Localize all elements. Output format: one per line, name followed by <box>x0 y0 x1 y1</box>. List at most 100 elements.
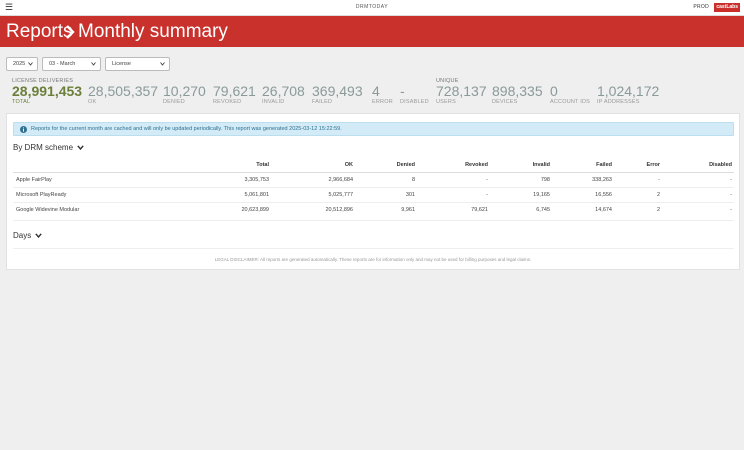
stat-value: 1,024,172 <box>597 83 660 99</box>
stat-label: TOTAL <box>12 99 31 105</box>
top-bar: ☰ DRMTODAY PROD castLabs <box>0 0 744 16</box>
stat-label: DISABLED <box>400 99 429 105</box>
table-row: Apple FairPlay 3,305,753 2,966,684 8 - 7… <box>13 171 734 187</box>
column-header-total: Total <box>163 158 271 173</box>
divider <box>13 248 734 249</box>
cell-scheme: Microsoft PlayReady <box>13 186 163 202</box>
table-row: Google Widevine Modular 20,623,899 20,51… <box>13 201 734 217</box>
cell-error: - <box>614 171 662 187</box>
cell-denied: 8 <box>355 171 417 187</box>
report-type-select[interactable]: License <box>105 57 170 71</box>
stat-account-ids: 0 ACCOUNT IDS <box>550 83 590 105</box>
days-toggle[interactable]: Days <box>13 231 43 241</box>
month-select-value: 03 - March <box>49 61 76 67</box>
brand-logo: castLabs <box>714 3 740 12</box>
cell-failed: 16,556 <box>552 186 614 202</box>
stat-value: 10,270 <box>163 83 206 99</box>
stat-label: DEVICES <box>492 99 518 105</box>
stat-label: IP ADDRESSES <box>597 99 640 105</box>
cell-denied: 301 <box>355 186 417 202</box>
year-select[interactable]: 2025 <box>6 57 38 71</box>
stat-label: OK <box>88 99 97 105</box>
stat-value: 28,991,453 <box>12 83 83 99</box>
unique-label: UNIQUE <box>436 78 459 84</box>
cell-total: 20,623,899 <box>163 201 271 217</box>
report-type-select-value: License <box>112 61 131 67</box>
stat-value: 4 <box>372 83 380 99</box>
month-select[interactable]: 03 - March <box>42 57 101 71</box>
cell-ok: 5,025,777 <box>271 186 355 202</box>
column-header-scheme <box>13 158 163 173</box>
cell-disabled: - <box>662 171 734 187</box>
stat-ok: 28,505,357 OK <box>88 83 158 105</box>
cell-revoked: - <box>417 171 490 187</box>
table-row: Microsoft PlayReady 5,061,801 5,025,777 … <box>13 186 734 202</box>
stat-label: REVOKED <box>213 99 242 105</box>
stat-disabled: - DISABLED <box>400 83 429 105</box>
stat-value: 728,137 <box>436 83 487 99</box>
cell-error: 2 <box>614 186 662 202</box>
stat-revoked: 79,621 REVOKED <box>213 83 256 105</box>
drm-scheme-table: Total OK Denied Revoked Invalid Failed E… <box>13 158 734 217</box>
stat-label: DENIED <box>163 99 185 105</box>
app-name: DRMTODAY <box>355 4 389 10</box>
cell-total: 5,061,801 <box>163 186 271 202</box>
year-select-value: 2025 <box>13 61 26 67</box>
page-title: Monthly summary <box>78 21 228 42</box>
chevron-down-icon <box>91 62 96 66</box>
cell-invalid: 798 <box>490 171 552 187</box>
column-header-failed: Failed <box>552 158 614 173</box>
chevron-down-icon <box>77 145 84 151</box>
breadcrumb-reports[interactable]: Reports <box>6 21 73 42</box>
drm-scheme-toggle[interactable]: By DRM scheme <box>13 143 84 153</box>
page-header: Reports Monthly summary <box>0 16 744 47</box>
cell-total: 3,305,753 <box>163 171 271 187</box>
chevron-down-icon <box>160 62 165 66</box>
cell-failed: 14,674 <box>552 201 614 217</box>
column-header-invalid: Invalid <box>490 158 552 173</box>
hamburger-icon[interactable]: ☰ <box>5 2 14 12</box>
stat-label: ERROR <box>372 99 393 105</box>
cell-ok: 2,966,684 <box>271 171 355 187</box>
cell-denied: 9,961 <box>355 201 417 217</box>
column-header-ok: OK <box>271 158 355 173</box>
stat-value: - <box>400 83 405 99</box>
cell-revoked: 79,621 <box>417 201 490 217</box>
license-deliveries-label: LICENSE DELIVERIES <box>12 78 74 84</box>
stat-denied: 10,270 DENIED <box>163 83 206 105</box>
divider <box>13 220 734 221</box>
cell-revoked: - <box>417 186 490 202</box>
stat-value: 26,708 <box>262 83 305 99</box>
cache-notice: Reports for the current month are cached… <box>13 122 734 136</box>
cell-disabled: - <box>662 201 734 217</box>
report-card: Reports for the current month are cached… <box>6 113 740 270</box>
chevron-right-icon <box>66 25 75 39</box>
stat-users: 728,137 USERS <box>436 83 487 105</box>
environment-label: PROD <box>693 4 709 10</box>
cell-scheme: Google Widevine Modular <box>13 201 163 217</box>
cell-invalid: 19,165 <box>490 186 552 202</box>
summary-stats: LICENSE DELIVERIES UNIQUE 28,991,453 TOT… <box>0 78 744 108</box>
cell-error: 2 <box>614 201 662 217</box>
stat-ip-addresses: 1,024,172 IP ADDRESSES <box>597 83 659 105</box>
column-header-error: Error <box>614 158 662 173</box>
cell-ok: 20,512,896 <box>271 201 355 217</box>
column-header-disabled: Disabled <box>662 158 734 173</box>
table-header-row: Total OK Denied Revoked Invalid Failed E… <box>13 158 734 173</box>
chevron-down-icon <box>35 233 43 239</box>
cell-scheme: Apple FairPlay <box>13 171 163 187</box>
cache-notice-text: Reports for the current month are cached… <box>31 126 342 132</box>
stat-invalid: 26,708 INVALID <box>262 83 305 105</box>
stat-value: 898,335 <box>492 83 543 99</box>
stat-label: ACCOUNT IDS <box>550 99 590 105</box>
cell-invalid: 6,745 <box>490 201 552 217</box>
stat-error: 4 ERROR <box>372 83 393 105</box>
stat-devices: 898,335 DEVICES <box>492 83 543 105</box>
legal-disclaimer: LEGAL DISCLAIMER: All reports are genera… <box>214 257 532 262</box>
column-header-denied: Denied <box>355 158 417 173</box>
stat-value: 79,621 <box>213 83 256 99</box>
stat-total: 28,991,453 TOTAL <box>12 83 82 105</box>
stat-failed: 369,493 FAILED <box>312 83 363 105</box>
cell-failed: 338,263 <box>552 171 614 187</box>
stat-label: FAILED <box>312 99 333 105</box>
